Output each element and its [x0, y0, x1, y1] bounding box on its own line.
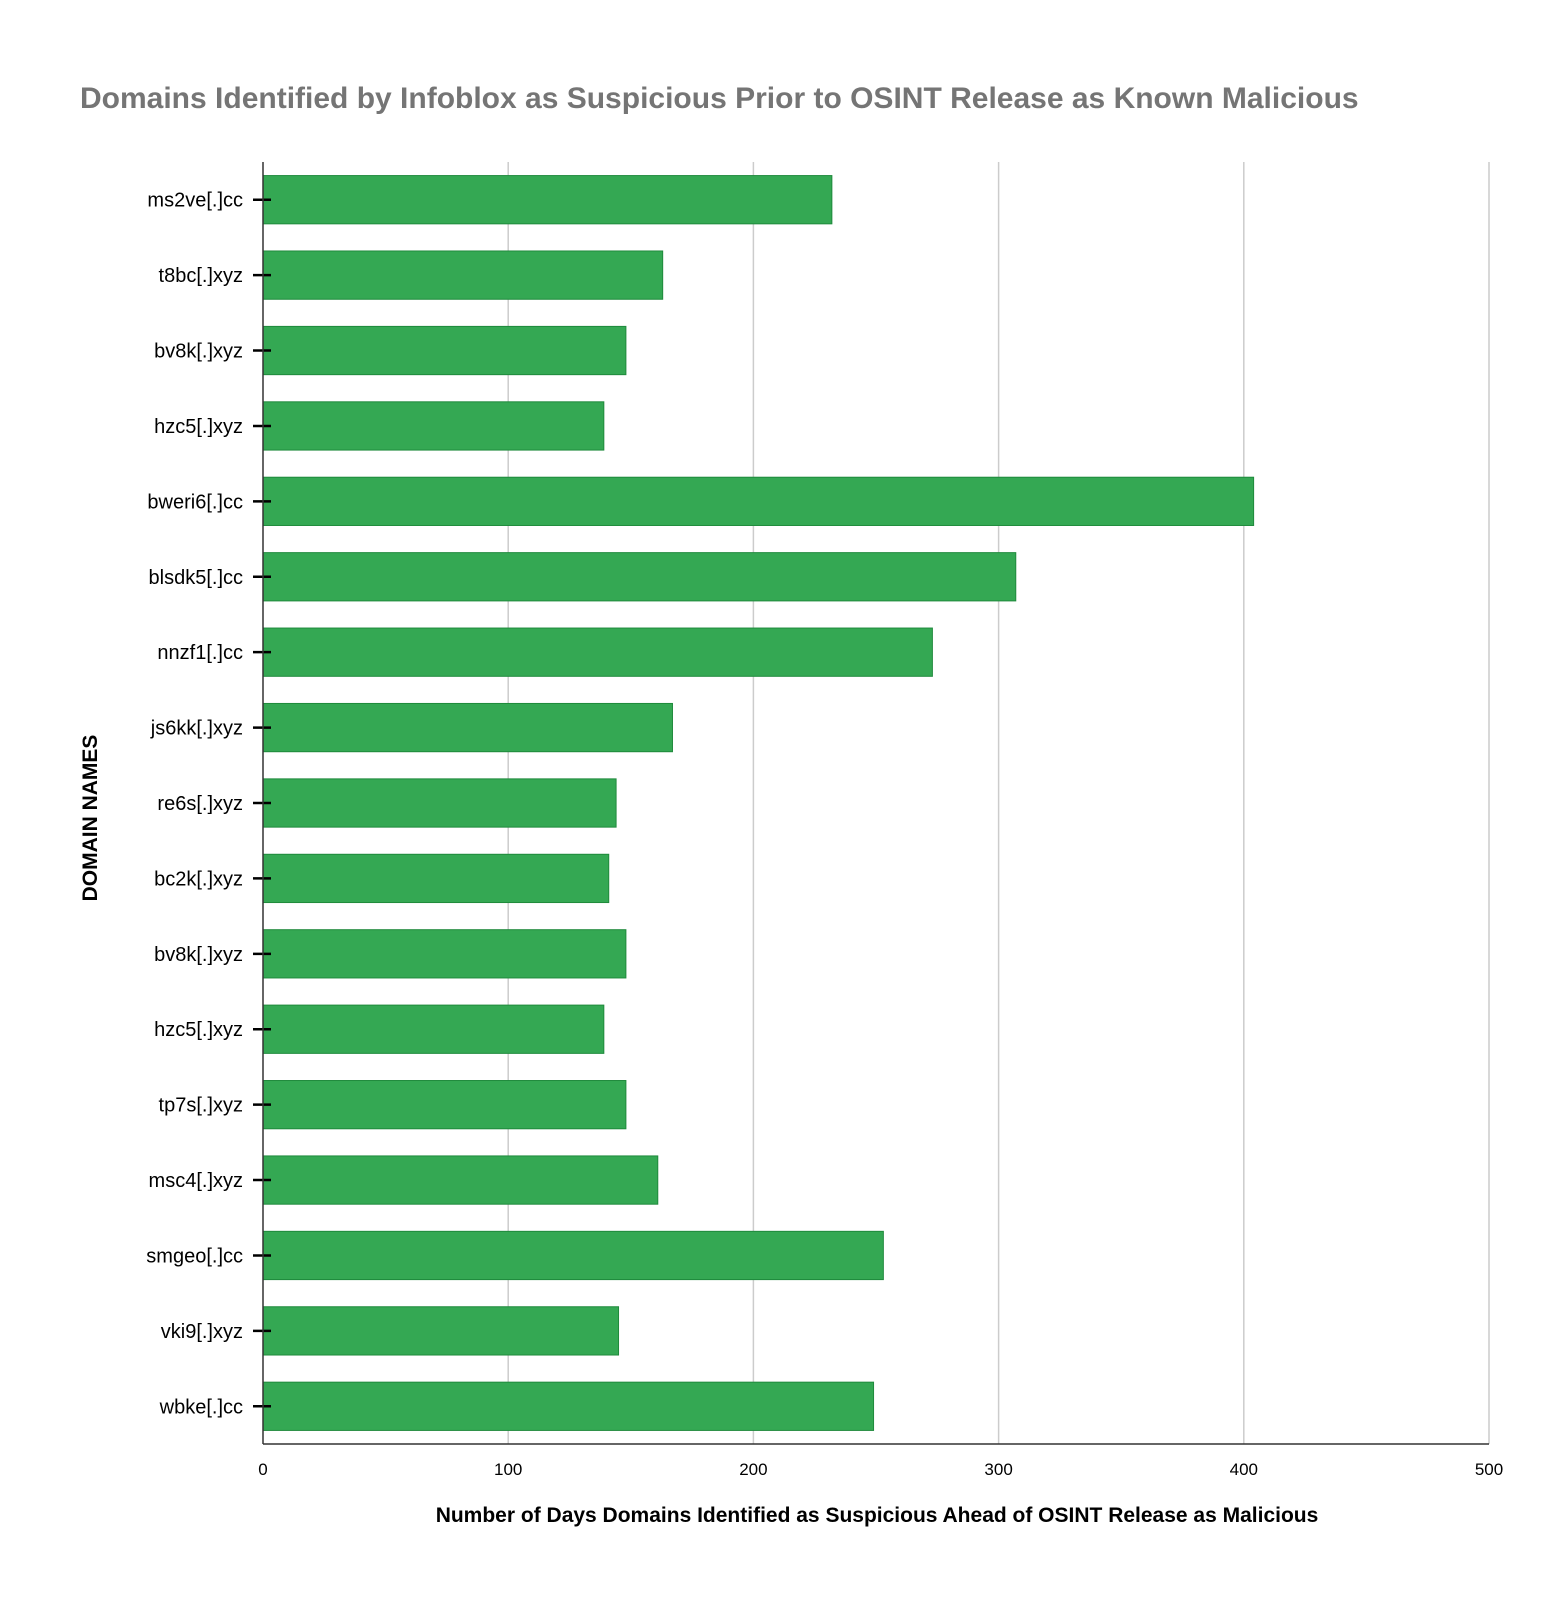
- category-label: bc2k[.]xyz: [154, 868, 243, 890]
- x-tick-label: 100: [494, 1460, 522, 1479]
- bar: [262, 929, 627, 979]
- bar: [262, 1004, 605, 1054]
- bar: [262, 325, 627, 376]
- category-label: hzc5[.]xyz: [154, 416, 243, 438]
- axes: [253, 162, 1489, 1445]
- category-label: nnzf1[.]cc: [157, 642, 243, 664]
- category-label: vki9[.]xyz: [161, 1321, 243, 1343]
- category-label: js6kk[.]xyz: [150, 718, 243, 740]
- bar: [262, 853, 610, 904]
- gridlines: [507, 162, 1490, 1444]
- bar: [262, 401, 605, 451]
- category-label: tp7s[.]xyz: [159, 1095, 243, 1117]
- x-tick-label: 300: [984, 1460, 1012, 1479]
- category-label: re6s[.]xyz: [157, 793, 243, 815]
- bar: [262, 1155, 659, 1205]
- category-label: bv8k[.]xyz: [154, 341, 243, 363]
- x-tick-label: 400: [1230, 1460, 1258, 1479]
- bar: [262, 627, 933, 677]
- bar: [262, 552, 1017, 602]
- category-label: blsdk5[.]cc: [149, 567, 243, 589]
- bars: [262, 175, 1255, 1431]
- x-tick-label: 0: [258, 1460, 267, 1479]
- bar: [262, 476, 1255, 526]
- category-label: t8bc[.]xyz: [159, 265, 243, 287]
- category-label: bweri6[.]cc: [147, 491, 243, 513]
- y-axis-title: DOMAIN NAMES: [79, 735, 102, 902]
- bar: [262, 175, 833, 225]
- bar: [262, 1381, 875, 1431]
- x-tick-label: 500: [1475, 1460, 1503, 1479]
- chart-title: Domains Identified by Infoblox as Suspic…: [80, 82, 1359, 115]
- bar: [262, 1230, 884, 1281]
- bar: [262, 1306, 620, 1356]
- labels: 0 100 200 300 400 500 ms2ve[.]cc t8bc[.]xyz bv8k…: [146, 190, 1503, 1479]
- bar: [262, 250, 664, 300]
- category-label: ms2ve[.]cc: [147, 190, 243, 212]
- category-label: bv8k[.]xyz: [154, 944, 243, 966]
- bar: [262, 702, 673, 753]
- bar: [262, 778, 617, 828]
- category-label: hzc5[.]xyz: [154, 1019, 243, 1041]
- category-label: wbke[.]cc: [159, 1396, 243, 1418]
- x-tick-label: 200: [739, 1460, 767, 1479]
- x-axis-title: Number of Days Domains Identified as Sus…: [436, 1504, 1319, 1527]
- category-label: msc4[.]xyz: [149, 1170, 243, 1192]
- category-label: smgeo[.]cc: [146, 1245, 243, 1267]
- bar: [262, 1080, 627, 1130]
